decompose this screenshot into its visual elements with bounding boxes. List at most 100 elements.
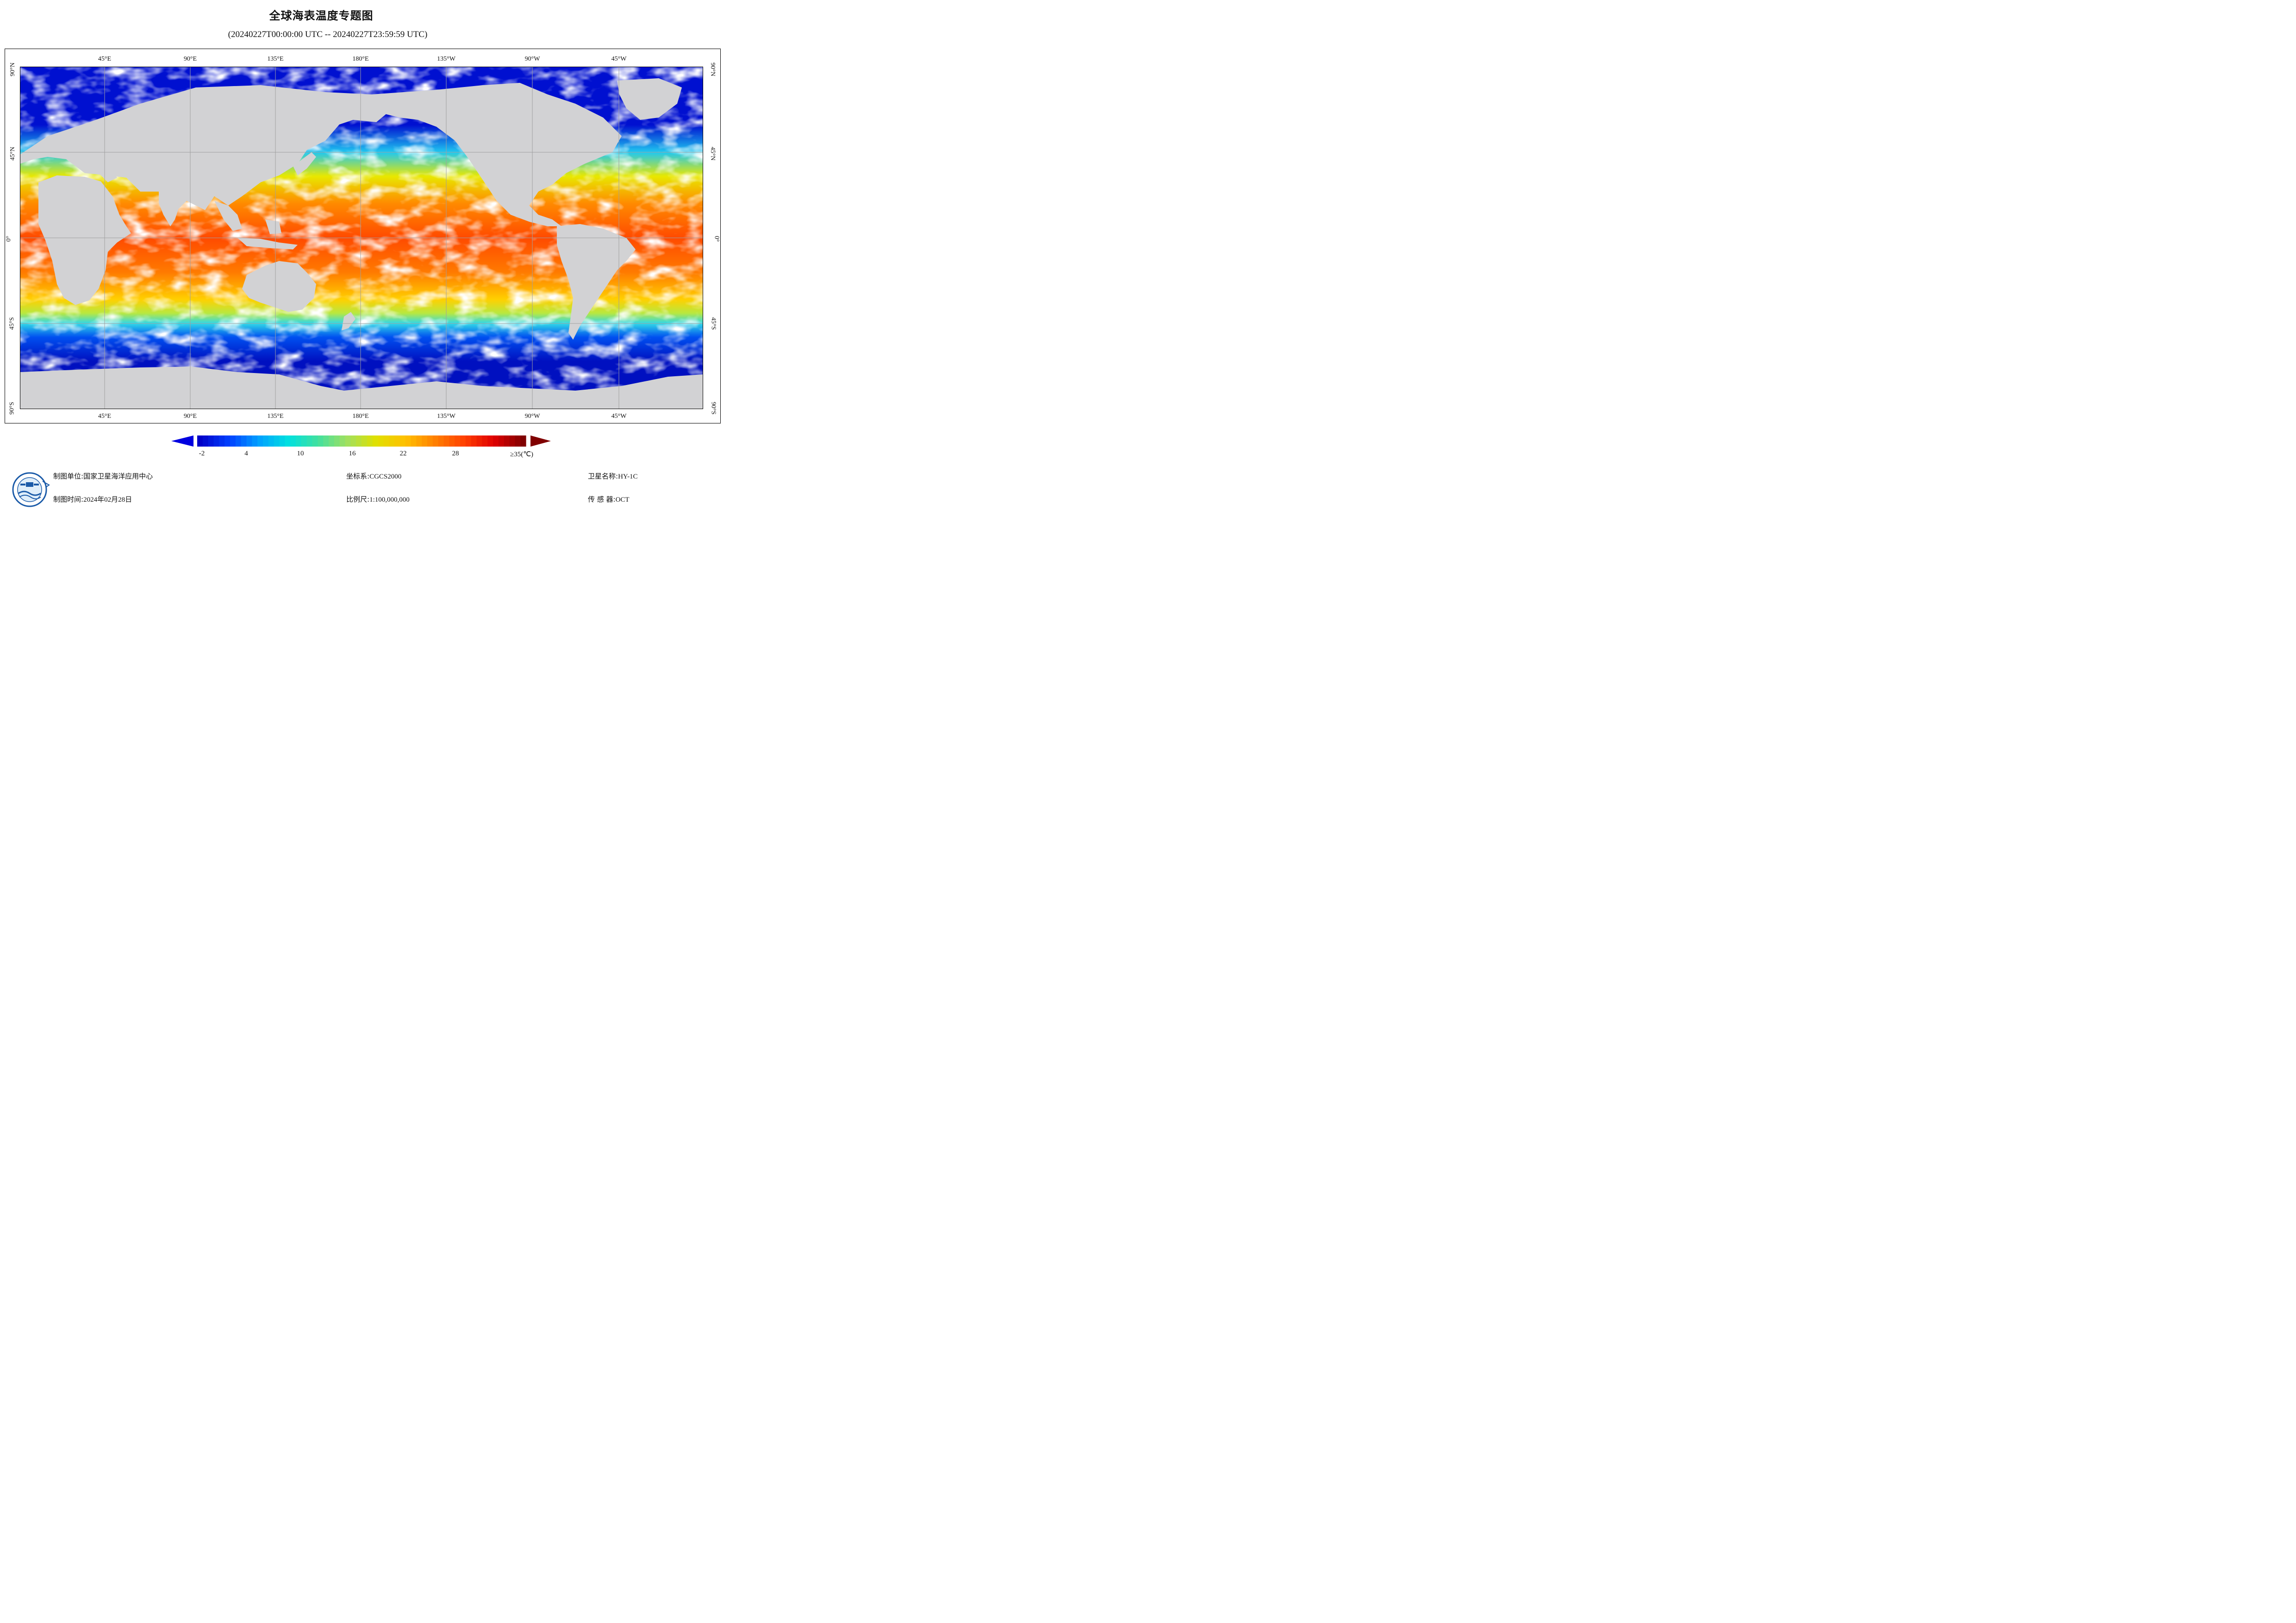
map-frame: 45°E 90°E 135°E 180°E 135°W 90°W 45°W 45… — [5, 49, 721, 423]
colorbar-cell — [465, 435, 472, 447]
colorbar-svg — [171, 435, 551, 447]
colorbar-cell — [306, 435, 313, 447]
lon-label-bottom-180e: 180°E — [352, 413, 369, 420]
lon-label-top-90e: 90°E — [183, 56, 197, 62]
footer-crs-value: CGCS2000 — [369, 473, 402, 480]
land-north-america — [372, 83, 622, 226]
colorbar-cell — [498, 435, 505, 447]
lat-label-left-90n: 90°N — [9, 62, 16, 76]
colorbar: -2 4 10 16 22 28 ≥35(℃) — [171, 434, 551, 462]
lat-label-right-45n: 45°N — [709, 147, 717, 161]
colorbar-cell — [268, 435, 275, 447]
footer-unit: 制图单位:国家卫星海洋应用中心 — [53, 471, 153, 481]
land-africa — [38, 175, 131, 305]
colorbar-cell — [372, 435, 379, 447]
colorbar-tick-label: ≥35(℃) — [510, 451, 534, 458]
colorbar-cell — [213, 435, 219, 447]
colorbar-cell — [219, 435, 225, 447]
land-south-america — [557, 224, 636, 340]
colorbar-cell — [460, 435, 466, 447]
colorbar-tick-label: 28 — [452, 450, 459, 457]
colorbar-tick-label: 4 — [244, 450, 248, 457]
colorbar-cell — [389, 435, 395, 447]
lon-label-top-90w: 90°W — [524, 56, 540, 62]
lat-label-right-90s: 90°S — [710, 402, 717, 415]
colorbar-tick-label: 16 — [349, 450, 356, 457]
colorbar-cell — [487, 435, 493, 447]
land-se-asia — [214, 201, 298, 249]
map-time-range: (20240227T00:00:00 UTC -- 20240227T23:59… — [228, 30, 428, 39]
colorbar-cell — [301, 435, 307, 447]
lat-label-left-45n: 45°N — [9, 147, 16, 161]
footer-satellite-value: HY-1C — [618, 473, 638, 480]
colorbar-cell — [520, 435, 526, 447]
footer-time-label: 制图时间: — [53, 495, 84, 504]
land-greenland — [617, 78, 682, 120]
sst-map[interactable] — [20, 67, 703, 409]
colorbar-cell — [422, 435, 428, 447]
colorbar-cell — [312, 435, 318, 447]
footer-scale-label: 比例尺: — [346, 495, 370, 504]
colorbar-cell — [443, 435, 449, 447]
footer-satellite-label: 卫星名称: — [588, 472, 618, 480]
land-eurasia — [20, 85, 390, 215]
footer-satellite: 卫星名称:HY-1C — [588, 471, 638, 481]
colorbar-cell — [318, 435, 324, 447]
footer-sensor-value: OCT — [615, 496, 630, 504]
colorbar-tick-label: -2 — [199, 450, 205, 457]
colorbar-cell — [504, 435, 510, 447]
footer-unit-label: 制图单位: — [53, 472, 84, 480]
colorbar-tick-label: 22 — [399, 450, 407, 457]
footer-sensor: 传 感 器:OCT — [588, 494, 630, 504]
colorbar-cell — [399, 435, 406, 447]
nsoas-logo-icon — [12, 472, 50, 507]
footer-time-value: 2024年02月28日 — [83, 496, 132, 504]
lon-label-top-45e: 45°E — [98, 56, 112, 62]
colorbar-cell — [246, 435, 252, 447]
colorbar-cell — [323, 435, 329, 447]
colorbar-cell — [476, 435, 482, 447]
lon-label-bottom-135w: 135°W — [437, 413, 455, 420]
colorbar-cell — [482, 435, 488, 447]
colorbar-cell — [493, 435, 499, 447]
land-japan — [293, 152, 316, 175]
colorbar-cell — [241, 435, 247, 447]
colorbar-cell — [252, 435, 258, 447]
land-new-zealand — [342, 312, 356, 330]
colorbar-cell — [471, 435, 477, 447]
colorbar-cell — [285, 435, 291, 447]
lat-label-right-90n: 90°N — [709, 62, 717, 76]
lat-label-right-45s: 45°S — [710, 317, 717, 330]
lat-label-left-90s: 90°S — [8, 402, 16, 415]
colorbar-cell — [416, 435, 422, 447]
map-border — [20, 67, 703, 409]
land-australia — [242, 261, 316, 312]
colorbar-cell — [383, 435, 389, 447]
colorbar-cell — [427, 435, 433, 447]
map-title: 全球海表温度专题图 — [269, 9, 374, 22]
colorbar-max-arrow — [530, 435, 551, 447]
colorbar-cell — [339, 435, 346, 447]
lon-label-top-135e: 135°E — [267, 56, 284, 62]
colorbar-cell — [405, 435, 412, 447]
lat-label-left-45s: 45°S — [8, 317, 16, 330]
lon-label-bottom-45e: 45°E — [98, 413, 112, 420]
colorbar-cell — [257, 435, 263, 447]
colorbar-cell — [296, 435, 302, 447]
colorbar-cell — [378, 435, 384, 447]
colorbar-cell — [263, 435, 269, 447]
colorbar-cell — [225, 435, 231, 447]
footer-sensor-label: 传 感 器: — [588, 495, 616, 504]
colorbar-min-arrow — [171, 435, 193, 447]
colorbar-cell — [345, 435, 351, 447]
colorbar-cell — [509, 435, 515, 447]
lon-label-top-135w: 135°W — [437, 56, 455, 62]
footer-scale: 比例尺:1:100,000,000 — [346, 494, 410, 504]
colorbar-cell — [515, 435, 521, 447]
footer-time: 制图时间:2024年02月28日 — [53, 494, 132, 504]
lon-label-top-45w: 45°W — [611, 56, 627, 62]
lon-label-bottom-45w: 45°W — [611, 413, 627, 420]
colorbar-cell — [279, 435, 285, 447]
lon-label-bottom-90w: 90°W — [524, 413, 540, 420]
lon-label-bottom-90e: 90°E — [183, 413, 197, 420]
